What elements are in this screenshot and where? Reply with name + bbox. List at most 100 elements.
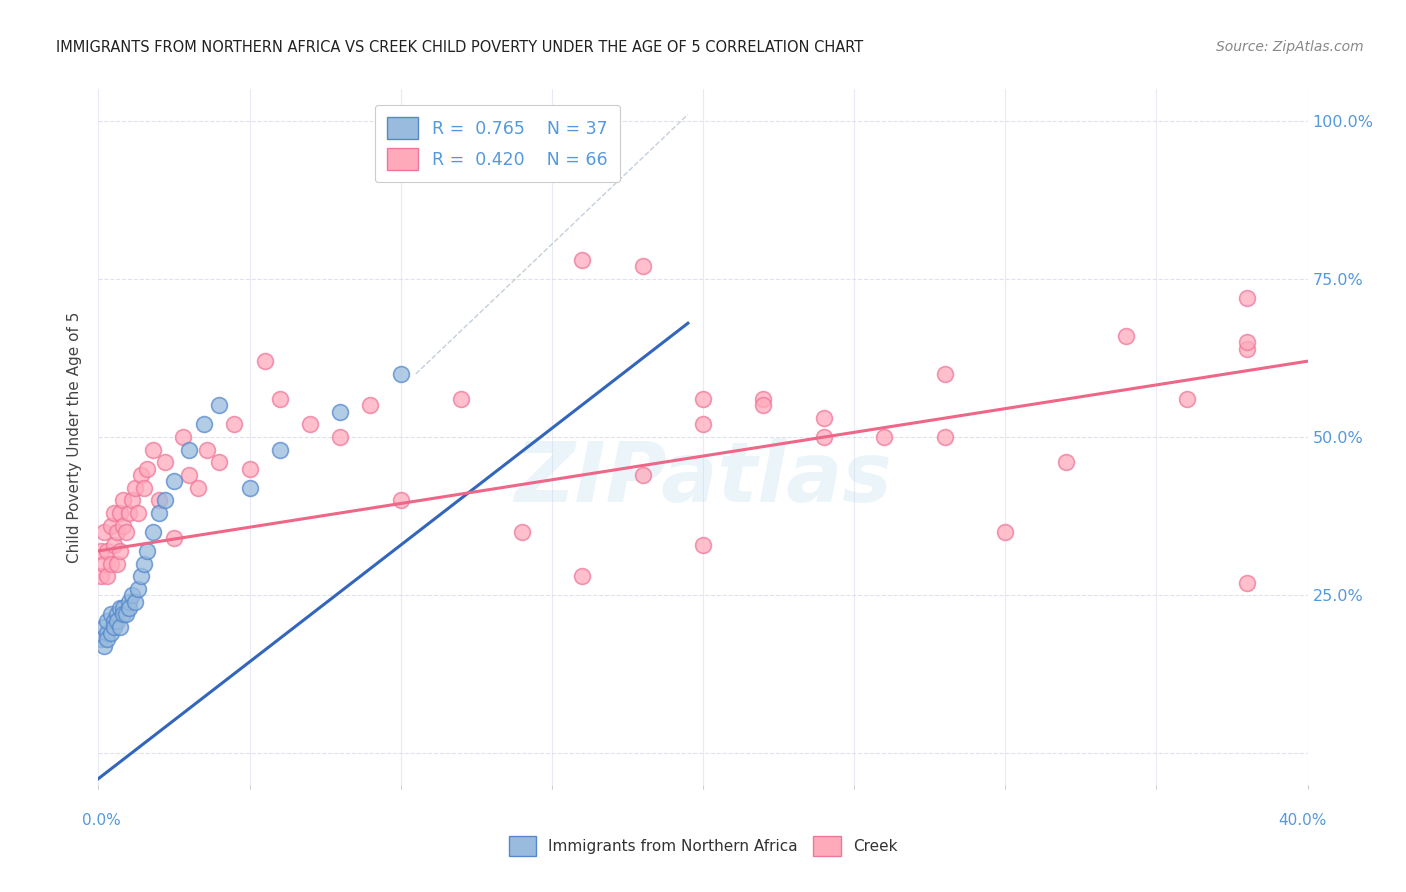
Point (132, 557, 155, 571)
Point (994, 524, 1017, 539)
Point (142, 524, 165, 539)
Point (96, 614, 118, 628)
Point (224, 417, 246, 432)
Point (111, 607, 134, 622)
Point (103, 506, 125, 520)
Point (153, 455, 176, 469)
Point (239, 481, 262, 495)
Text: Source: ZipAtlas.com: Source: ZipAtlas.com (1216, 40, 1364, 54)
Point (299, 417, 322, 432)
Point (813, 430, 835, 444)
Point (253, 354, 276, 368)
Point (135, 544, 157, 558)
Point (93, 524, 115, 539)
Point (692, 417, 714, 432)
Point (187, 481, 209, 495)
Point (142, 442, 165, 457)
Point (873, 430, 896, 444)
Point (96, 632, 118, 647)
Point (329, 405, 352, 419)
Point (692, 538, 714, 552)
Point (96, 626, 118, 640)
Point (100, 626, 122, 640)
Point (195, 442, 218, 457)
Point (148, 493, 170, 508)
Point (100, 518, 122, 533)
Point (450, 392, 472, 406)
Point (571, 252, 593, 267)
Point (103, 614, 125, 628)
Point (1236, 575, 1258, 590)
Point (114, 524, 136, 539)
Point (129, 569, 152, 583)
Point (631, 468, 654, 483)
Point (329, 430, 352, 444)
Point (103, 620, 125, 634)
Point (93, 557, 115, 571)
Point (105, 524, 128, 539)
Point (692, 392, 714, 406)
Point (105, 614, 128, 628)
Point (1236, 335, 1258, 350)
Text: ZIPatlas: ZIPatlas (515, 438, 891, 519)
Point (108, 600, 131, 615)
Point (111, 493, 134, 508)
Point (179, 442, 201, 457)
Point (153, 493, 176, 508)
Point (93, 639, 115, 653)
Point (752, 399, 775, 413)
Point (118, 600, 141, 615)
Legend: R =  0.765    N = 37, R =  0.420    N = 66: R = 0.765 N = 37, R = 0.420 N = 66 (375, 105, 620, 183)
Point (269, 442, 291, 457)
Point (752, 392, 775, 406)
Point (193, 417, 215, 432)
Point (1236, 342, 1258, 356)
Point (90, 632, 112, 647)
Point (100, 557, 122, 571)
Point (631, 260, 654, 274)
Point (105, 607, 128, 622)
Text: IMMIGRANTS FROM NORTHERN AFRICA VS CREEK CHILD POVERTY UNDER THE AGE OF 5 CORREL: IMMIGRANTS FROM NORTHERN AFRICA VS CREEK… (56, 40, 863, 55)
Point (105, 557, 128, 571)
Point (90, 569, 112, 583)
Point (100, 607, 122, 622)
Point (111, 600, 134, 615)
Point (163, 475, 186, 489)
Point (934, 430, 956, 444)
Text: 0.0%: 0.0% (82, 814, 121, 828)
Point (934, 367, 956, 381)
Point (121, 493, 143, 508)
Point (1054, 455, 1077, 469)
Legend: Immigrants from Northern Africa, Creek: Immigrants from Northern Africa, Creek (502, 830, 904, 862)
Point (108, 506, 131, 520)
Point (121, 588, 143, 602)
Point (269, 392, 291, 406)
Point (118, 594, 141, 608)
Point (127, 582, 149, 596)
Point (1175, 392, 1198, 406)
Point (124, 481, 146, 495)
Point (239, 461, 262, 475)
Point (111, 518, 134, 533)
Point (208, 399, 231, 413)
Point (510, 524, 533, 539)
Point (135, 461, 157, 475)
Point (571, 569, 593, 583)
Point (118, 506, 141, 520)
Point (148, 506, 170, 520)
Y-axis label: Child Poverty Under the Age of 5: Child Poverty Under the Age of 5 (67, 311, 83, 563)
Text: 40.0%: 40.0% (1278, 814, 1326, 828)
Point (127, 506, 149, 520)
Point (124, 594, 146, 608)
Point (813, 411, 835, 425)
Point (129, 468, 152, 483)
Point (132, 481, 155, 495)
Point (93, 620, 115, 634)
Point (172, 430, 194, 444)
Point (389, 493, 412, 508)
Point (114, 607, 136, 622)
Point (571, 127, 593, 141)
Point (1115, 329, 1137, 343)
Point (1236, 291, 1258, 305)
Point (208, 455, 231, 469)
